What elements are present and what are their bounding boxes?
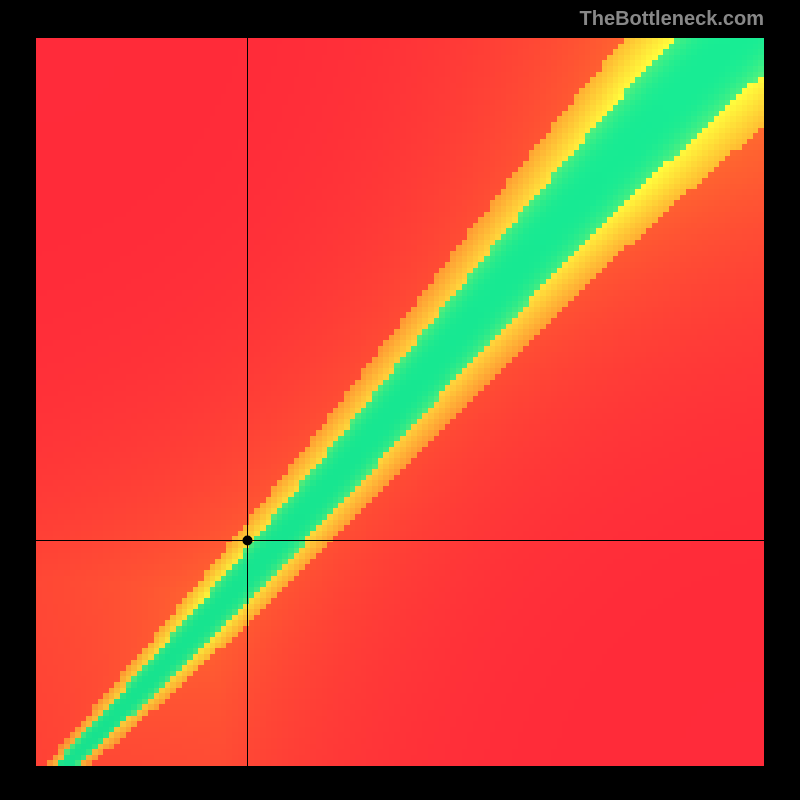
chart-container: TheBottleneck.com (0, 0, 800, 800)
heatmap-plot (36, 38, 764, 766)
watermark-text: TheBottleneck.com (580, 8, 764, 31)
heatmap-canvas (36, 38, 764, 766)
